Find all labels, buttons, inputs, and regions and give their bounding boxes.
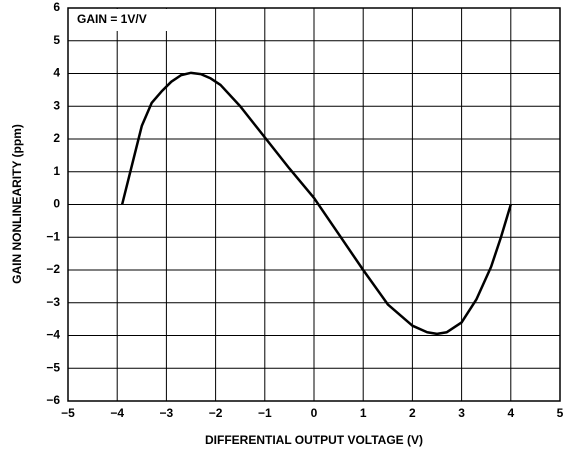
x-tick-label: −1 — [258, 406, 272, 420]
data-line — [120, 71, 512, 336]
x-tick-label: 4 — [507, 406, 514, 420]
x-tick-label: −4 — [110, 406, 124, 420]
y-tick-label: −3 — [46, 295, 60, 309]
x-tick-label: −5 — [61, 406, 75, 420]
x-tick-label: 1 — [360, 406, 367, 420]
y-axis-label: GAIN NONLINEARITY (ppm) — [10, 124, 24, 284]
x-axis-label: DIFFERENTIAL OUTPUT VOLTAGE (V) — [205, 433, 423, 447]
y-tick-label: −1 — [46, 229, 60, 243]
y-tick-label: −5 — [46, 360, 60, 374]
x-tick-label: −2 — [209, 406, 223, 420]
y-tick-label: 1 — [53, 164, 60, 178]
annotation: GAIN = 1V/V — [77, 12, 147, 26]
annotation-box — [69, 9, 169, 31]
x-tick-label: 2 — [409, 406, 416, 420]
y-tick-label: 0 — [53, 197, 60, 211]
x-tick-label: 5 — [557, 406, 564, 420]
x-tick-label: −3 — [160, 406, 174, 420]
y-tick-label: −4 — [46, 328, 60, 342]
y-tick-label: −6 — [46, 393, 60, 407]
y-tick-label: −2 — [46, 262, 60, 276]
y-tick-label: 6 — [53, 0, 60, 14]
plot-border — [67, 7, 561, 402]
x-tick-label: 3 — [458, 406, 465, 420]
y-tick-label: 4 — [53, 66, 60, 80]
x-tick-label: 0 — [311, 406, 318, 420]
y-tick-label: 2 — [53, 131, 60, 145]
y-tick-label: 3 — [53, 98, 60, 112]
y-tick-label: 5 — [53, 33, 60, 47]
